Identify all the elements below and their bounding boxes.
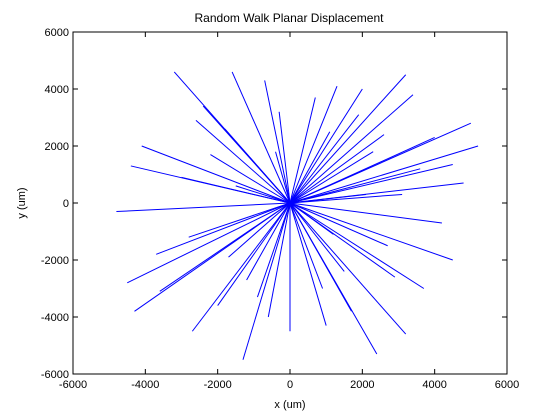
displacement-line — [290, 75, 406, 203]
x-axis-title: x (um) — [274, 399, 305, 411]
displacement-line — [290, 203, 323, 289]
displacement-line — [127, 203, 290, 283]
y-axis-title: y (um) — [16, 187, 28, 218]
displacement-line — [290, 203, 453, 260]
plot-lines — [116, 72, 478, 360]
y-tick-label: 0 — [63, 198, 69, 210]
displacement-line — [116, 203, 290, 212]
x-tick-label: 0 — [287, 379, 293, 391]
displacement-line — [290, 203, 351, 311]
y-tick-label: -6000 — [41, 369, 69, 381]
y-tick-label: -2000 — [41, 255, 69, 267]
x-tick-label: 2000 — [350, 379, 374, 391]
displacement-line — [290, 146, 478, 203]
displacement-line — [243, 203, 290, 360]
displacement-line — [247, 203, 290, 280]
y-tick-label: 6000 — [45, 27, 69, 39]
displacement-line — [290, 203, 326, 326]
y-tick-label: 4000 — [45, 84, 69, 96]
displacement-line — [232, 72, 290, 203]
x-axis-ticks: -6000 -4000 -2000 0 2000 4000 6000 — [59, 32, 519, 391]
displacement-line — [290, 203, 406, 334]
x-tick-label: -2000 — [204, 379, 232, 391]
displacement-line — [182, 177, 291, 203]
displacement-line — [290, 203, 344, 271]
x-tick-label: -4000 — [131, 379, 159, 391]
displacement-line — [290, 89, 362, 203]
y-tick-label: 2000 — [45, 141, 69, 153]
displacement-line — [189, 203, 290, 237]
displacement-line — [160, 203, 290, 291]
displacement-line — [218, 203, 290, 306]
displacement-line — [225, 129, 290, 203]
x-tick-label: 6000 — [495, 379, 519, 391]
chart-title: Random Walk Planar Displacement — [195, 11, 385, 25]
y-tick-label: -4000 — [41, 312, 69, 324]
x-tick-label: 4000 — [422, 379, 446, 391]
displacement-line — [290, 203, 424, 289]
displacement-line — [142, 146, 290, 203]
displacement-line — [268, 203, 290, 317]
